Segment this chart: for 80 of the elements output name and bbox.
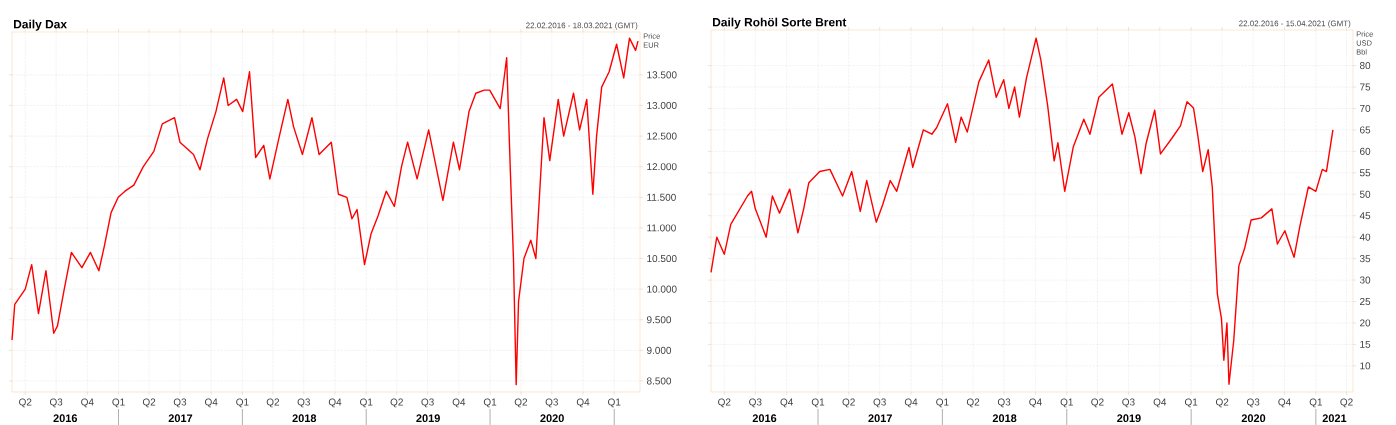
x-tick-label: Q4 (81, 398, 94, 408)
y-tick-label: 75 (1360, 83, 1371, 91)
x-tick-label: Q4 (204, 398, 218, 408)
text: 2017 (868, 414, 892, 422)
x-tick-label: Q1 (360, 398, 373, 408)
y-tick-label: 25 (1360, 297, 1371, 305)
x-tick-label: Q1 (112, 398, 125, 408)
x-tick-label: Q2 (19, 398, 32, 408)
y-tick-label: 15 (1360, 340, 1371, 348)
y-tick-label: 8.500 (646, 377, 672, 385)
y-tick-label: 65 (1360, 126, 1371, 134)
y-tick-label: 10 (1360, 362, 1371, 370)
x-tick-label: Q3 (997, 398, 1011, 408)
x-tick-label: Q1 (608, 398, 621, 408)
text: 2020 (1241, 414, 1266, 422)
y-tick-label: 13.000 (647, 101, 677, 109)
x-tick-label: Q2 (142, 398, 156, 408)
text: 2020 (540, 414, 564, 422)
y-tick-label: 10.000 (647, 285, 677, 293)
x-tick-label: Q2 (718, 398, 731, 408)
x-tick-label: Q3 (873, 398, 886, 408)
x-tick-label: Q2 (514, 398, 528, 408)
y-tick-label: 11.500 (647, 193, 676, 201)
x-tick-label: Q4 (1029, 398, 1042, 408)
text: 2018 (992, 414, 1017, 422)
y-tick-label: 35 (1359, 254, 1371, 262)
x-tick-label: Q3 (1246, 398, 1260, 408)
text: 2016 (752, 414, 777, 422)
y-tick-label: 70 (1360, 104, 1371, 112)
y-tick-label: 12.500 (647, 132, 677, 140)
text: 2017 (168, 414, 193, 422)
y-tick-label: 45 (1359, 212, 1371, 219)
x-tick-label: Q4 (780, 398, 794, 408)
x-tick-label: Q1 (936, 398, 949, 408)
x-tick-label: Q3 (749, 398, 762, 408)
y-tick-label: 11.000 (647, 224, 676, 232)
y-tick-label: 13.500 (647, 71, 677, 79)
chart-title: Daily Dax (14, 19, 67, 31)
y-tick-label: 9.500 (647, 316, 672, 324)
x-tick-label: Q4 (1153, 398, 1167, 408)
x-tick-label: Q2 (390, 398, 403, 408)
y-tick-label: 80 (1359, 61, 1371, 69)
text: 2019 (416, 414, 440, 422)
x-tick-label: Q1 (811, 398, 825, 408)
x-tick-label: Q4 (904, 398, 918, 408)
text: 2018 (292, 414, 317, 422)
text: 2019 (1117, 414, 1141, 422)
x-tick-label: Q1 (1309, 398, 1323, 408)
x-tick-label: Q2 (966, 398, 980, 408)
x-tick-label: Q4 (1278, 398, 1291, 408)
y-tick-label: 12.000 (647, 162, 677, 171)
y-tick-label: 55 (1359, 169, 1371, 177)
y-tick-label: 10.500 (647, 254, 677, 262)
x-tick-label: Q3 (421, 398, 434, 408)
y-tick-label: 40 (1359, 233, 1371, 241)
y-tick-label: 20 (1360, 319, 1371, 327)
chart-title: Daily Rohöl Sorte Brent (713, 17, 847, 29)
x-tick-label: Q4 (576, 398, 590, 408)
x-tick-label: Q3 (545, 398, 559, 408)
y-tick-label: 50 (1359, 190, 1371, 198)
x-tick-label: Q2 (266, 398, 280, 408)
x-tick-label: Q1 (236, 398, 249, 408)
x-tick-label: Q1 (1060, 398, 1073, 408)
y-tick-label: 60 (1360, 147, 1371, 155)
x-tick-label: Q2 (1340, 398, 1353, 408)
x-tick-label: Q3 (297, 398, 310, 408)
y-tick-label: 30 (1359, 276, 1371, 284)
text: 2021 (1322, 414, 1347, 422)
x-tick-label: Q4 (452, 398, 466, 408)
x-tick-label: Q3 (173, 398, 187, 408)
x-tick-label: Q4 (328, 398, 342, 408)
x-tick-label: Q1 (483, 398, 497, 408)
text: 2016 (53, 414, 78, 422)
x-tick-label: Q2 (1215, 398, 1229, 408)
x-tick-label: Q2 (1091, 398, 1104, 408)
x-tick-label: Q1 (1184, 398, 1198, 408)
x-tick-label: Q3 (49, 398, 63, 408)
y-tick-label: 9.000 (647, 346, 672, 354)
x-tick-label: Q3 (1122, 398, 1135, 408)
x-tick-label: Q2 (842, 398, 855, 408)
